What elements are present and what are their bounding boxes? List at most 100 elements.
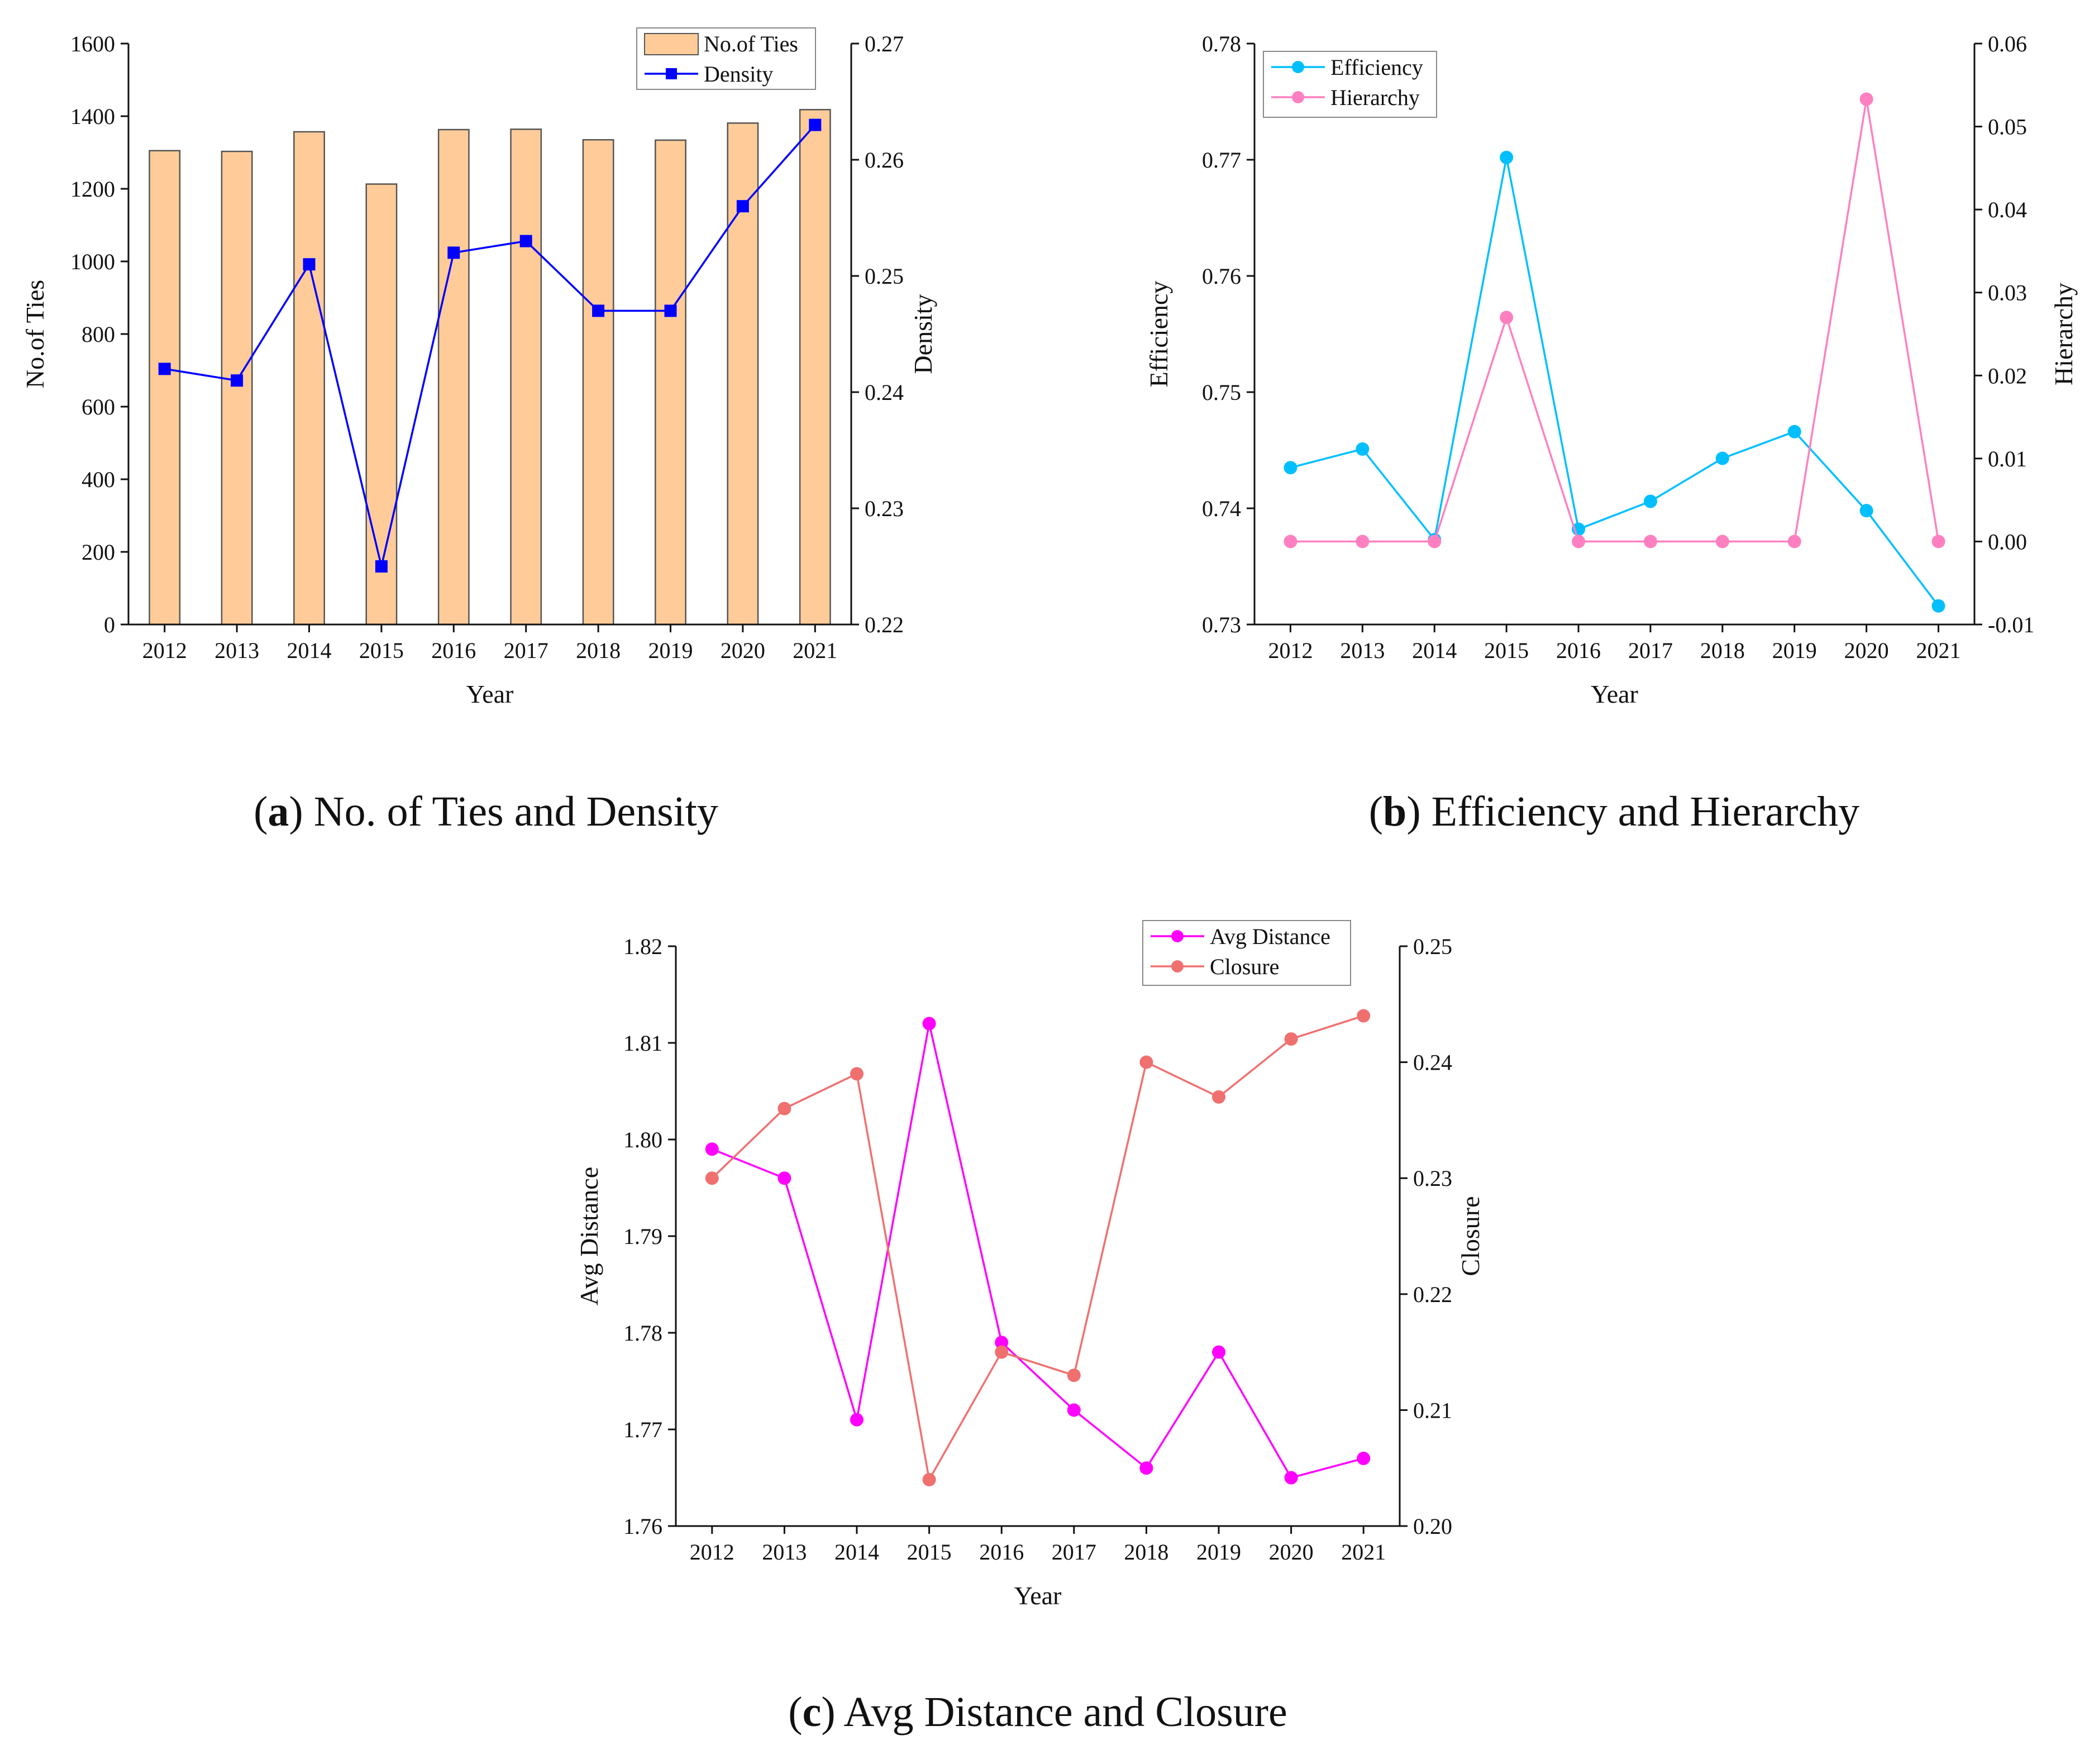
data-point-2018 bbox=[1139, 1461, 1153, 1475]
legend-label: Efficiency bbox=[1330, 55, 1423, 80]
data-point-2013 bbox=[1356, 535, 1370, 549]
data-point-2015 bbox=[375, 560, 388, 573]
y-left-tick-label: 200 bbox=[82, 540, 115, 565]
y-right-tick-label: 0.06 bbox=[1988, 31, 2027, 56]
data-point-2012 bbox=[158, 363, 171, 375]
data-point-2013 bbox=[1356, 442, 1370, 456]
y-right-tick-label: 0.24 bbox=[1413, 1050, 1452, 1075]
caption-text: ) No. of Ties and Density bbox=[289, 788, 718, 835]
series-line-Closure bbox=[711, 1014, 1364, 1483]
data-point-2020 bbox=[736, 200, 749, 213]
data-point-2012 bbox=[705, 1171, 719, 1185]
x-tick-label: 2012 bbox=[690, 1539, 734, 1565]
y-left-axis-title: Avg Distance bbox=[575, 1167, 603, 1305]
data-point-2018 bbox=[592, 304, 605, 317]
y-right-axis-title: Hierarchy bbox=[2049, 283, 2078, 385]
caption-text: ) Avg Distance and Closure bbox=[821, 1689, 1287, 1736]
data-point-2016 bbox=[995, 1336, 1009, 1350]
y-left-tick-label: 0 bbox=[104, 612, 115, 637]
y-right-tick-label: 0.27 bbox=[865, 31, 904, 56]
data-point-2012 bbox=[1284, 535, 1297, 549]
y-right-tick-label: 0.03 bbox=[1988, 280, 2027, 306]
y-left-axis-title: Efficiency bbox=[1144, 281, 1173, 388]
y-left-tick-label: 0.78 bbox=[1202, 31, 1241, 56]
legend-marker bbox=[1292, 61, 1304, 73]
data-point-2016 bbox=[995, 1345, 1009, 1359]
data-point-2019 bbox=[1787, 425, 1801, 438]
x-axis-title: Year bbox=[466, 680, 514, 708]
x-tick-label: 2019 bbox=[1772, 638, 1817, 663]
data-point-2017 bbox=[519, 235, 532, 247]
chart-panel-c: 2012 2013 2014 2015 2016 2017 2018 2019 2020 2021… bbox=[575, 920, 1485, 1736]
x-tick-label: 2021 bbox=[1341, 1539, 1386, 1565]
x-tick-label: 2016 bbox=[979, 1539, 1024, 1565]
data-point-2017 bbox=[1643, 535, 1657, 549]
legend-marker bbox=[1171, 960, 1184, 972]
data-point-2017 bbox=[1067, 1369, 1081, 1382]
x-tick-label: 2012 bbox=[1268, 638, 1313, 663]
y-left-tick-label: 1.76 bbox=[623, 1514, 662, 1539]
data-point-2014 bbox=[850, 1067, 864, 1081]
legend-label: Density bbox=[704, 61, 773, 87]
x-tick-label: 2020 bbox=[721, 638, 765, 663]
x-tick-label: 2018 bbox=[576, 638, 621, 663]
data-point-2014 bbox=[303, 258, 316, 271]
y-left-tick-label: 400 bbox=[82, 467, 115, 492]
bar-2020 bbox=[727, 122, 759, 626]
panel-caption: (b) Efficiency and Hierarchy bbox=[1369, 788, 1860, 835]
x-axis-title: Year bbox=[1014, 1581, 1062, 1610]
data-point-2016 bbox=[1572, 535, 1586, 549]
x-tick-label: 2017 bbox=[1628, 638, 1673, 663]
data-point-2020 bbox=[1859, 92, 1873, 106]
data-point-2018 bbox=[1715, 535, 1729, 549]
legend-label: No.of Ties bbox=[704, 31, 798, 56]
x-tick-label: 2018 bbox=[1124, 1539, 1168, 1565]
x-tick-label: 2012 bbox=[142, 638, 187, 663]
data-point-2012 bbox=[705, 1142, 719, 1156]
data-point-2015 bbox=[922, 1017, 936, 1031]
bar-2013 bbox=[221, 150, 253, 626]
x-tick-label: 2020 bbox=[1269, 1539, 1314, 1565]
y-left-tick-label: 0.74 bbox=[1202, 496, 1241, 521]
bar-2014 bbox=[293, 131, 325, 626]
x-tick-label: 2019 bbox=[1196, 1539, 1241, 1565]
caption-letter: c bbox=[803, 1689, 822, 1736]
bar-2015 bbox=[365, 183, 398, 626]
y-right-tick-label: 0.20 bbox=[1413, 1514, 1452, 1539]
bar-2019 bbox=[655, 139, 686, 626]
y-right-tick-label: 0.02 bbox=[1988, 363, 2027, 388]
legend-label: Avg Distance bbox=[1210, 924, 1330, 949]
data-point-2013 bbox=[231, 374, 244, 387]
y-right-tick-label: 0.21 bbox=[1413, 1398, 1452, 1423]
y-left-tick-label: 1.78 bbox=[623, 1320, 662, 1346]
y-right-tick-label: 0.04 bbox=[1988, 197, 2027, 222]
caption-open-paren: ( bbox=[1369, 788, 1383, 835]
x-axis-title: Year bbox=[1591, 680, 1638, 708]
y-right-tick-label: 0.00 bbox=[1988, 529, 2027, 554]
y-right-tick-label: 0.22 bbox=[865, 612, 904, 637]
y-right-tick-label: 0.23 bbox=[865, 496, 904, 521]
data-point-2015 bbox=[1500, 311, 1514, 325]
chart-panel-b: 2012 2013 2014 2015 2016 2017 2018 2019 2020 2021… bbox=[1144, 31, 2078, 835]
y-left-tick-label: 0.77 bbox=[1202, 147, 1241, 173]
x-tick-label: 2014 bbox=[287, 638, 332, 663]
x-tick-label: 2015 bbox=[359, 638, 404, 663]
y-right-axis-title: Closure bbox=[1456, 1196, 1485, 1276]
panel-caption: (a) No. of Ties and Density bbox=[254, 788, 718, 835]
x-tick-label: 2019 bbox=[648, 638, 693, 663]
data-point-2020 bbox=[1284, 1032, 1298, 1046]
data-point-2013 bbox=[777, 1102, 791, 1115]
y-left-tick-label: 1.81 bbox=[623, 1031, 662, 1056]
x-tick-label: 2017 bbox=[504, 638, 548, 663]
caption-open-paren: ( bbox=[254, 788, 268, 835]
legend-marker bbox=[666, 68, 677, 79]
data-point-2019 bbox=[664, 304, 677, 317]
series-line-Efficiency bbox=[1290, 157, 1939, 607]
x-tick-label: 2016 bbox=[1556, 638, 1601, 663]
y-left-tick-label: 1600 bbox=[70, 31, 115, 56]
y-right-tick-label: 0.26 bbox=[865, 147, 904, 173]
data-point-2012 bbox=[1284, 461, 1297, 475]
bar-2018 bbox=[582, 139, 614, 626]
y-left-tick-label: 1200 bbox=[70, 177, 115, 202]
